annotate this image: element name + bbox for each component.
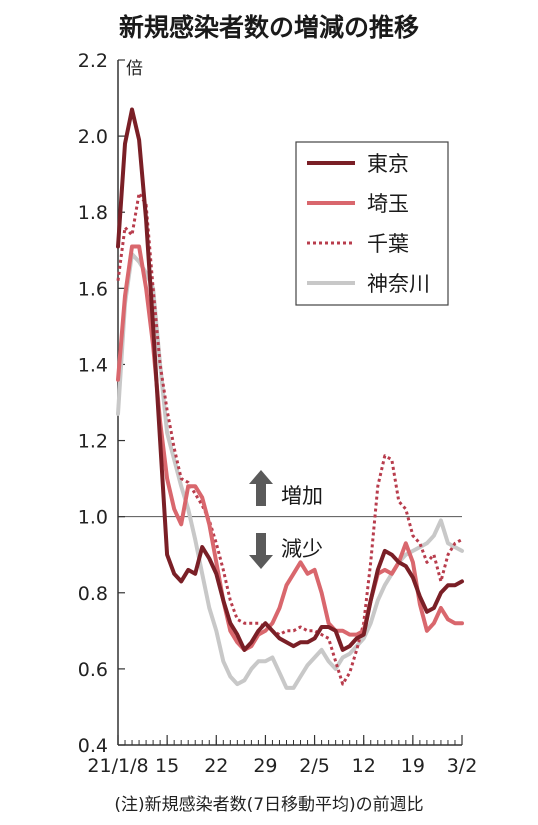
- y-tick-label: 1.0: [78, 507, 108, 529]
- legend-label: 埼玉: [367, 192, 409, 216]
- y-tick-label: 0.4: [78, 735, 108, 757]
- decrease-arrow-icon: [249, 533, 273, 569]
- x-tick-label: 22: [204, 755, 228, 777]
- legend-label: 東京: [367, 152, 409, 176]
- series-line-2: [116, 191, 463, 686]
- series-line-0: [116, 107, 464, 652]
- y-tick-label: 2.0: [78, 126, 108, 148]
- increase-arrow-icon: [249, 470, 273, 506]
- y-tick-label: 0.8: [78, 583, 108, 605]
- y-tick-label: 1.8: [78, 202, 108, 224]
- y-tick-label: 2.2: [78, 50, 108, 72]
- axis-layer: 0.4 0.6 0.8 1.0 1.2 1.4 1.6 1.8 2.0 2.2 倍 21/1/8 15 2…: [78, 50, 478, 777]
- x-tick-label: 12: [352, 755, 376, 777]
- legend-label: 千葉: [367, 232, 409, 256]
- x-tick-label: 2/5: [299, 755, 330, 777]
- y-unit-label: 倍: [126, 59, 143, 79]
- series-layer: [116, 107, 464, 690]
- series-line-3: [116, 252, 464, 690]
- x-tick-label: 15: [155, 755, 179, 777]
- legend-label: 神奈川: [367, 272, 430, 296]
- y-tick-label: 1.6: [78, 278, 108, 300]
- series-line-1: [116, 244, 464, 652]
- y-tick-label: 1.2: [78, 431, 108, 453]
- x-tick-label: 29: [253, 755, 277, 777]
- decrease-label: 減少: [281, 537, 323, 561]
- annotations: 増加 減少: [249, 470, 323, 569]
- y-tick-label: 0.6: [78, 659, 108, 681]
- chart-title: 新規感染者数の増減の推移: [119, 13, 419, 42]
- footnote: (注)新規感染者数(7日移動平均)の前週比: [114, 795, 423, 815]
- legend-box: [295, 141, 449, 306]
- y-tick-label: 1.4: [78, 354, 108, 376]
- increase-label: 増加: [281, 484, 323, 508]
- x-tick-label: 21/1/8: [87, 755, 148, 777]
- x-tick-label: 3/2: [447, 755, 478, 777]
- x-tick-label: 19: [401, 755, 425, 777]
